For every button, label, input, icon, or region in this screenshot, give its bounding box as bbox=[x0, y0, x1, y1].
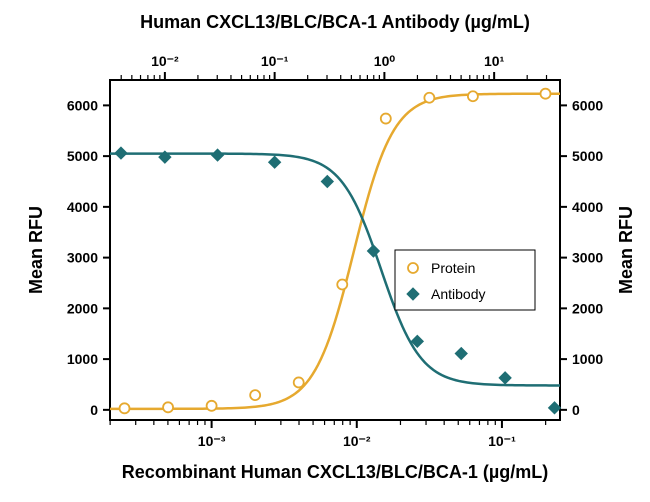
y-right-tick-label: 5000 bbox=[572, 148, 603, 164]
y-right-tick-label: 0 bbox=[572, 402, 580, 418]
y-right-tick-label: 2000 bbox=[572, 300, 603, 316]
antibody-point bbox=[321, 175, 333, 187]
x-bottom-tick-label: 10⁻² bbox=[343, 433, 371, 449]
y-right-tick-label: 3000 bbox=[572, 250, 603, 266]
y-left-tick-label: 0 bbox=[90, 402, 98, 418]
protein-point bbox=[540, 89, 550, 99]
protein-point bbox=[468, 91, 478, 101]
y-left-tick-label: 3000 bbox=[67, 250, 98, 266]
y-right-tick-label: 4000 bbox=[572, 199, 603, 215]
protein-point bbox=[120, 403, 130, 413]
x-top-axis-title: Human CXCL13/BLC/BCA-1 Antibody (µg/mL) bbox=[140, 12, 530, 32]
x-top-tick-label: 10¹ bbox=[484, 53, 505, 69]
x-top-tick-label: 10⁻¹ bbox=[261, 53, 289, 69]
legend-label-protein: Protein bbox=[431, 260, 475, 276]
legend: Protein Antibody bbox=[395, 250, 535, 310]
y-left-tick-label: 2000 bbox=[67, 300, 98, 316]
x-bottom-tick-label: 10⁻¹ bbox=[488, 433, 516, 449]
chart-container: 0 1000 2000 3000 4000 5000 6000 0 1000 2000 3000 40… bbox=[0, 0, 650, 502]
antibody-point bbox=[212, 149, 224, 161]
y-left-tick-label: 6000 bbox=[67, 97, 98, 113]
antibody-point bbox=[367, 245, 379, 257]
x-top-tick-label: 10⁻² bbox=[151, 53, 179, 69]
protein-point bbox=[163, 402, 173, 412]
antibody-point bbox=[499, 372, 511, 384]
dose-response-chart: 0 1000 2000 3000 4000 5000 6000 0 1000 2000 3000 40… bbox=[0, 0, 650, 502]
y-right-tick-label: 1000 bbox=[572, 351, 603, 367]
antibody-point bbox=[455, 348, 467, 360]
protein-point bbox=[424, 93, 434, 103]
y-right-tick-label: 6000 bbox=[572, 97, 603, 113]
protein-point bbox=[207, 401, 217, 411]
x-bottom-axis-title: Recombinant Human CXCL13/BLC/BCA-1 (µg/m… bbox=[122, 462, 548, 482]
y-left-axis-title: Mean RFU bbox=[26, 206, 46, 294]
y-right-axis-title: Mean RFU bbox=[616, 206, 636, 294]
x-bottom-tick-label: 10⁻³ bbox=[198, 433, 226, 449]
protein-point bbox=[337, 280, 347, 290]
antibody-point bbox=[115, 147, 127, 159]
protein-point bbox=[250, 390, 260, 400]
y-left-tick-label: 1000 bbox=[67, 351, 98, 367]
protein-point bbox=[294, 377, 304, 387]
y-left-tick-label: 4000 bbox=[67, 199, 98, 215]
legend-label-antibody: Antibody bbox=[431, 286, 485, 302]
y-left-tick-label: 5000 bbox=[67, 148, 98, 164]
legend-marker-protein bbox=[408, 263, 418, 273]
antibody-point bbox=[269, 156, 281, 168]
antibody-point bbox=[549, 402, 561, 414]
protein-point bbox=[381, 114, 391, 124]
x-top-tick-label: 10⁰ bbox=[374, 53, 396, 69]
